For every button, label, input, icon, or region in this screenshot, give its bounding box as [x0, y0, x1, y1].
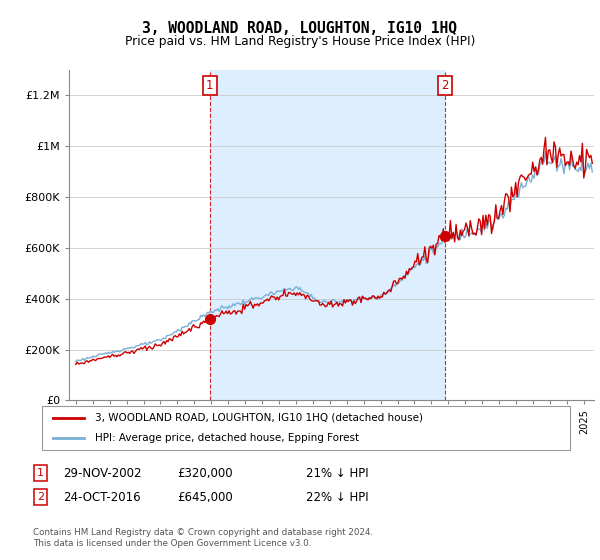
Text: 1: 1: [37, 468, 44, 478]
Text: 2: 2: [441, 79, 449, 92]
Text: £645,000: £645,000: [177, 491, 233, 504]
Text: 29-NOV-2002: 29-NOV-2002: [63, 466, 142, 480]
Text: 21% ↓ HPI: 21% ↓ HPI: [306, 466, 368, 480]
Text: 1: 1: [206, 79, 214, 92]
Bar: [210, 70, 445, 400]
Text: 2: 2: [37, 492, 44, 502]
Text: HPI: Average price, detached house, Epping Forest: HPI: Average price, detached house, Eppi…: [95, 433, 359, 443]
Text: 22% ↓ HPI: 22% ↓ HPI: [306, 491, 368, 504]
Text: Price paid vs. HM Land Registry's House Price Index (HPI): Price paid vs. HM Land Registry's House …: [125, 35, 475, 48]
Text: £320,000: £320,000: [177, 466, 233, 480]
Text: 24-OCT-2016: 24-OCT-2016: [63, 491, 140, 504]
Text: 3, WOODLAND ROAD, LOUGHTON, IG10 1HQ (detached house): 3, WOODLAND ROAD, LOUGHTON, IG10 1HQ (de…: [95, 413, 423, 423]
Text: Contains HM Land Registry data © Crown copyright and database right 2024.
This d: Contains HM Land Registry data © Crown c…: [33, 528, 373, 548]
Text: 3, WOODLAND ROAD, LOUGHTON, IG10 1HQ: 3, WOODLAND ROAD, LOUGHTON, IG10 1HQ: [143, 21, 458, 36]
